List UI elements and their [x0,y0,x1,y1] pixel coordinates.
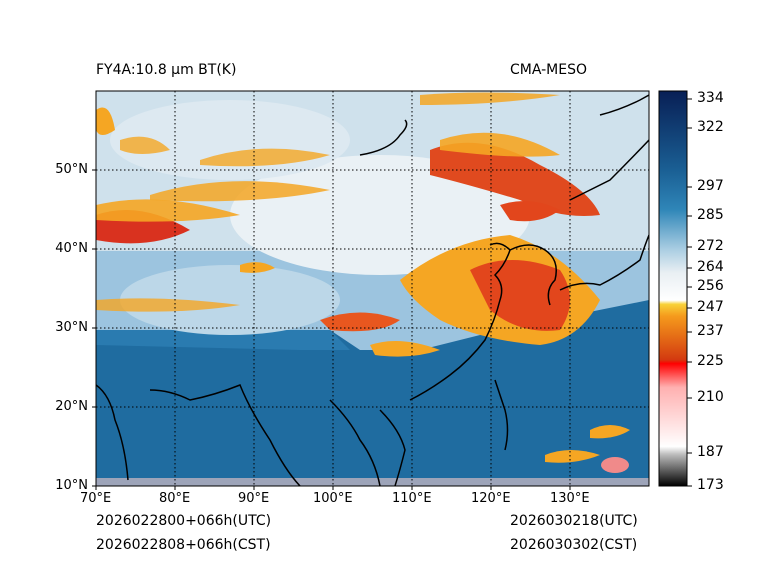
colorbar-label: 187 [697,444,724,460]
colorbar-label: 297 [697,178,724,194]
colorbar-ticks [687,98,692,487]
lon-label: 80°E [159,491,191,506]
colorbar-label: 322 [697,119,724,135]
axis-ticks [92,169,571,490]
lon-label: 70°E [80,491,112,506]
lat-label: 50°N [55,162,88,177]
init-time-cst: 2026022808+066h(CST) [96,537,271,553]
valid-time-cst: 2026030302(CST) [510,537,638,553]
satellite-image [96,91,649,486]
lon-label: 110°E [392,491,432,506]
lat-label: 20°N [55,399,88,414]
colorbar-label: 334 [697,90,724,106]
lon-label: 130°E [550,491,590,506]
graticule [96,91,649,486]
lon-label: 100°E [313,491,353,506]
product-title: FY4A:10.8 μm BT(K) [96,62,237,78]
colorbar-label: 173 [697,477,724,493]
lat-label: 30°N [55,320,88,335]
colorbar-label: 264 [697,259,724,275]
lat-label: 10°N [55,478,88,493]
valid-time-utc: 2026030218(UTC) [510,513,638,529]
colorbar-label: 247 [697,299,724,315]
colorbar-label: 285 [697,207,724,223]
lat-label: 40°N [55,241,88,256]
model-name: CMA-MESO [510,62,588,78]
colorbar-label: 210 [697,389,724,405]
colorbar [659,91,687,486]
map-frame [95,90,650,487]
colorbar-label: 225 [697,353,724,369]
colorbar-label: 237 [697,323,724,339]
init-time-utc: 2026022800+066h(UTC) [96,513,272,529]
lon-label: 120°E [471,491,511,506]
colorbar-label: 256 [697,278,724,294]
lon-label: 90°E [238,491,270,506]
colorbar-label: 272 [697,238,724,254]
